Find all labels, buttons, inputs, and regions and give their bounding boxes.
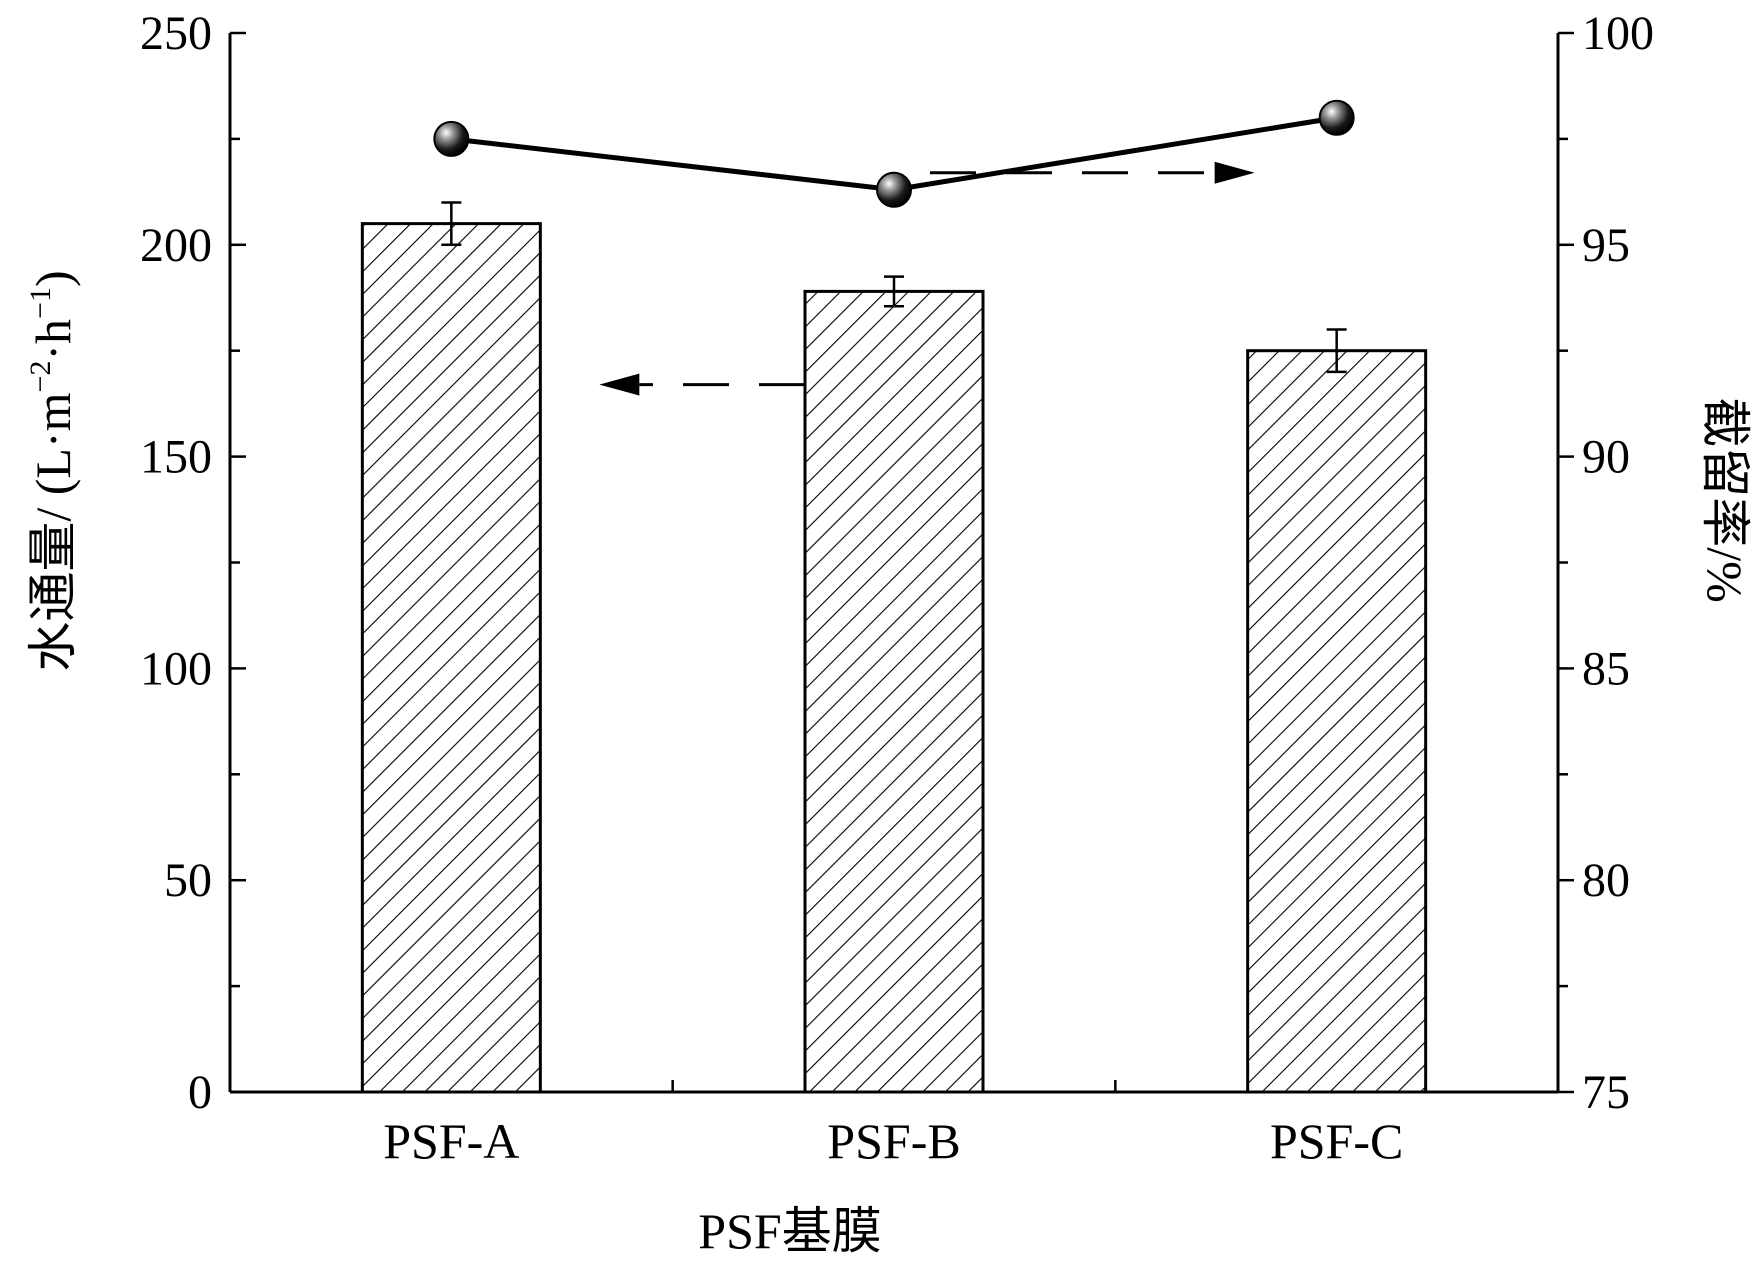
bar [1246, 349, 1428, 1094]
y2-axis-title: 截留率/% [1697, 397, 1753, 603]
right-tick-label: 75 [1582, 1066, 1630, 1119]
y-axis-title-sup-m: −2 [24, 361, 57, 393]
category-labels: PSF-A PSF-B PSF-C [383, 1113, 1403, 1169]
category-label: PSF-A [383, 1113, 519, 1169]
left-tick-label: 50 [164, 854, 212, 907]
axis-arrows [599, 161, 1255, 396]
category-label: PSF-B [827, 1113, 960, 1169]
data-point [433, 120, 470, 157]
left-tick-label: 0 [188, 1066, 212, 1119]
data-point [1318, 99, 1355, 136]
left-tick-label: 100 [140, 642, 212, 695]
left-tick-label: 250 [140, 7, 212, 60]
x-axis-title: PSF基膜 [698, 1203, 881, 1259]
bar-error-bar [441, 201, 462, 247]
bar-error-bars [441, 201, 1347, 374]
bar-error-bar [1326, 328, 1347, 374]
bar [360, 222, 542, 1094]
y-axis-title-sup-h: −1 [24, 287, 57, 319]
bar-error-bar [884, 275, 904, 308]
data-point [876, 171, 912, 208]
y-axis-title-unit-h: ·h [25, 319, 81, 361]
right-tick-label: 95 [1582, 219, 1630, 272]
y-axis-title-close: ) [25, 270, 81, 287]
left-axis-ticks: 0 50 100 150 200 250 [140, 7, 246, 1119]
right-tick-label: 100 [1582, 7, 1654, 60]
bars-layer [360, 222, 1428, 1094]
category-label: PSF-C [1270, 1113, 1403, 1169]
y-axis-title: 水通量/ (L·m−2·h−1) [24, 270, 81, 671]
left-arrow-head [599, 373, 640, 396]
y-axis-title-unit-m: ·m [25, 392, 81, 448]
line-layer [433, 99, 1355, 208]
left-tick-label: 200 [140, 219, 212, 272]
right-axis-ticks: 75 80 85 90 95 100 [1558, 7, 1654, 1119]
right-tick-label: 90 [1582, 431, 1630, 484]
right-arrow-head [1214, 161, 1255, 184]
bar [803, 289, 985, 1094]
right-tick-label: 80 [1582, 854, 1630, 907]
right-tick-label: 85 [1582, 642, 1630, 695]
left-tick-label: 150 [140, 431, 212, 484]
y-axis-title-main: 水通量/ (L [25, 448, 81, 672]
